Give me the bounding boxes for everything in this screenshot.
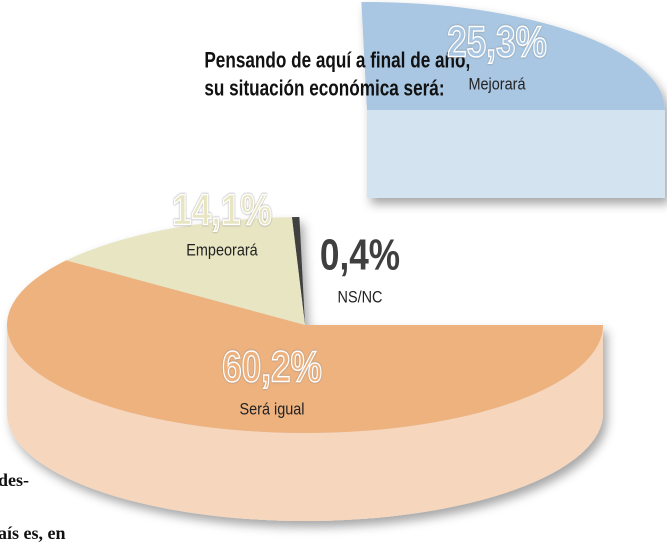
slice [7,260,603,434]
category-label: Será igual [239,400,304,418]
clipped-text: aís es, en [0,523,66,543]
value-label: 0,4% [320,231,400,280]
value-label: 25,3% [447,18,547,67]
value-label: 60,2% [222,343,322,392]
category-label: Mejorará [469,75,526,93]
clipped-text: des- [0,470,29,490]
value-label: 14,1% [172,186,272,235]
chart-title: Pensando de aquí a final de año, su situa… [204,49,470,102]
pie [7,2,665,521]
labels: 25,3% Mejorará 0,4% NS/NC 14,1% Empeorará 60,2… [171,17,547,418]
title-line: su situación económica será: [204,77,444,102]
title-line: Pensando de aquí a final de año, [204,49,470,74]
category-label: NS/NC [338,288,383,306]
slice [66,217,305,325]
category-label: Empeorará [186,241,258,259]
slice-side [367,110,665,198]
slice [361,2,665,110]
slice-side [7,325,603,521]
slice [291,217,305,325]
